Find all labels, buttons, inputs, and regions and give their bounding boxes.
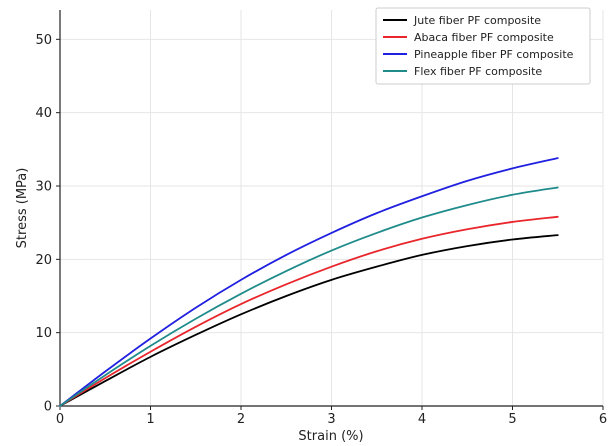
legend-label-flex-fiber-pf-composite: Flex fiber PF composite: [414, 65, 542, 78]
x-tick-label: 6: [599, 412, 607, 427]
x-tick-label: 1: [146, 412, 154, 427]
y-tick-label: 40: [35, 106, 52, 121]
legend: Jute fiber PF composite Abaca fiber PF co…: [375, 7, 591, 85]
grid: [60, 10, 604, 406]
y-tick-label: 20: [35, 253, 52, 268]
x-tick-label: 4: [418, 412, 426, 427]
series-line-jute-fiber-pf-composite: [59, 234, 559, 407]
x-tick-label: 3: [327, 412, 335, 427]
y-axis-title: Stress (MPa): [15, 168, 30, 249]
legend-box: [375, 7, 591, 85]
x-tick-label: 2: [237, 412, 245, 427]
x-axis-title: Strain (%): [298, 429, 363, 444]
series-lines: [59, 157, 559, 407]
series-line-pineapple-fiber-pf-composite: [59, 157, 559, 407]
series-line-flex-fiber-pf-composite: [59, 186, 559, 407]
legend-label-jute-fiber-pf-composite: Jute fiber PF composite: [413, 14, 541, 27]
series-line-abaca-fiber-pf-composite: [59, 215, 559, 407]
legend-label-pineapple-fiber-pf-composite: Pineapple fiber PF composite: [414, 48, 574, 61]
y-tick-label: 0: [44, 400, 52, 415]
x-tick-label: 5: [508, 412, 516, 427]
x-tick-label: 0: [56, 412, 64, 427]
y-tick-label: 50: [35, 33, 52, 48]
y-tick-label: 10: [35, 326, 52, 341]
y-tick-label: 30: [35, 180, 52, 195]
tick-labels: 0 1 2 3 4 5 6 0 10 20 30 40 50: [35, 33, 607, 427]
legend-label-abaca-fiber-pf-composite: Abaca fiber PF composite: [414, 31, 554, 44]
